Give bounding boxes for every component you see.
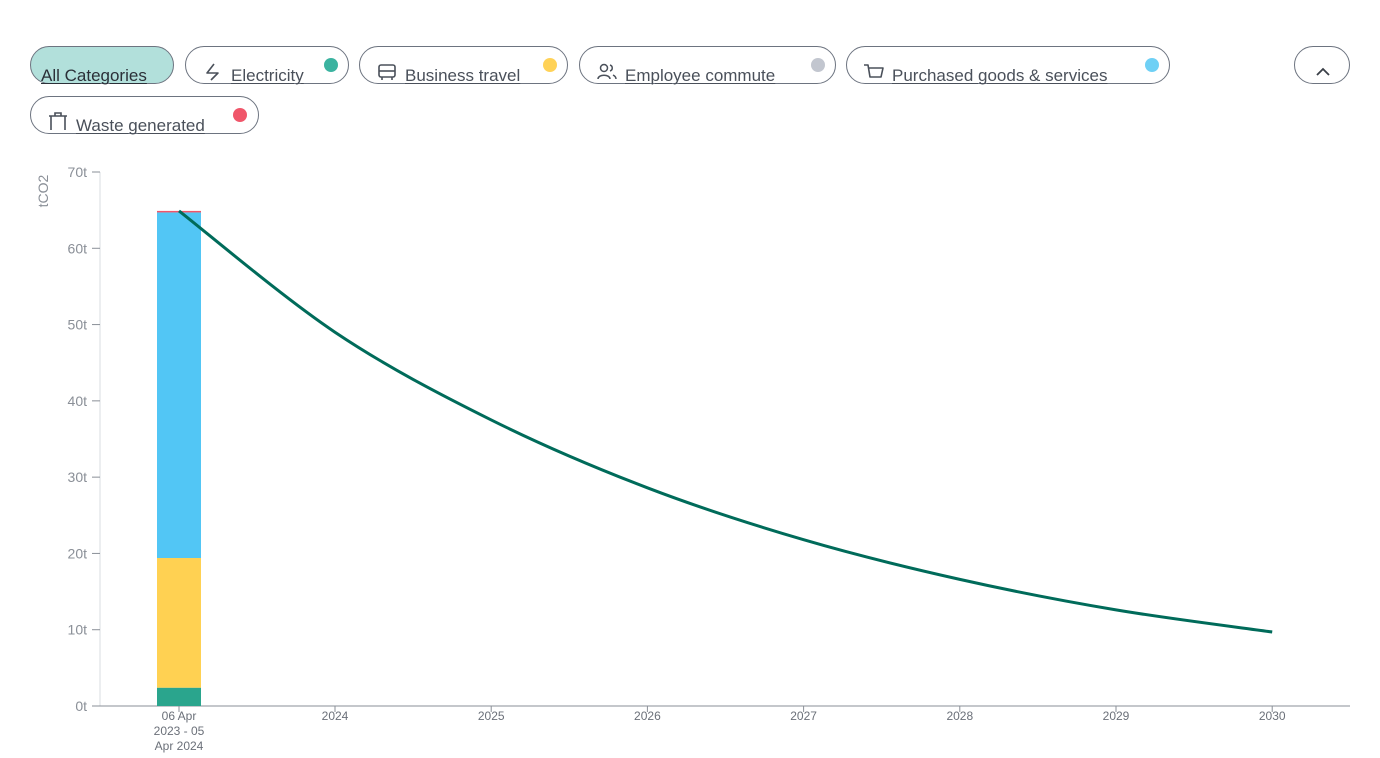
lightning-icon (206, 63, 219, 81)
bar-segment-purchased-goods-services[interactable] (157, 212, 201, 559)
x-tick-label: 2029 (1103, 709, 1130, 723)
y-tick-label: 50t (68, 317, 88, 333)
trash-icon (49, 112, 67, 130)
chevron-up-icon (1316, 67, 1330, 76)
chip-label: Employee commute (625, 66, 776, 85)
x-tick-label: 06 Apr 2023 - 05 Apr 2024 (154, 709, 205, 753)
bar-segment-business-travel[interactable] (157, 558, 201, 688)
category-color-dot (233, 108, 247, 122)
y-tick-label: 60t (68, 240, 88, 256)
filter-chip-all-categories[interactable]: All Categories (30, 46, 174, 85)
bus-icon (378, 64, 396, 80)
category-color-dot (543, 58, 557, 72)
x-tick-label: 2026 (634, 709, 661, 723)
users-icon (597, 63, 617, 80)
category-color-dot (811, 58, 825, 72)
filter-chip-business-travel[interactable]: Business travel (359, 46, 568, 85)
chip-label: Waste generated (76, 116, 205, 135)
category-color-dot (324, 58, 338, 72)
y-tick-label: 20t (68, 545, 88, 561)
y-axis-label: tCO2 (35, 174, 51, 207)
reduction-target-line (178, 209, 1273, 634)
x-tick-label: 2024 (322, 709, 349, 723)
filter-chip-waste-generated[interactable]: Waste generated (30, 96, 259, 135)
y-tick-label: 40t (68, 393, 88, 409)
category-color-dot (1145, 58, 1159, 72)
x-tick-label: 2030 (1259, 709, 1286, 723)
chip-label: Business travel (405, 66, 521, 85)
filter-chip-purchased-goods-services[interactable]: Purchased goods & services (846, 46, 1170, 85)
y-tick-label: 0t (75, 698, 87, 714)
y-tick-label: 30t (68, 469, 88, 485)
chip-label: Purchased goods & services (892, 66, 1108, 85)
y-tick-label: 10t (68, 622, 88, 638)
x-tick-label: 2028 (946, 709, 973, 723)
chip-label: All Categories (41, 66, 147, 85)
filter-chip-employee-commute[interactable]: Employee commute (579, 46, 836, 85)
bar-segment-electricity[interactable] (157, 687, 201, 706)
cart-icon (864, 64, 884, 78)
y-tick-label: 70t (68, 164, 88, 180)
chip-label: Electricity (231, 66, 304, 85)
x-tick-label: 2025 (478, 709, 505, 723)
collapse-filters-button[interactable] (1294, 46, 1350, 84)
x-tick-label: 2027 (790, 709, 817, 723)
filter-chip-electricity[interactable]: Electricity (185, 46, 349, 85)
